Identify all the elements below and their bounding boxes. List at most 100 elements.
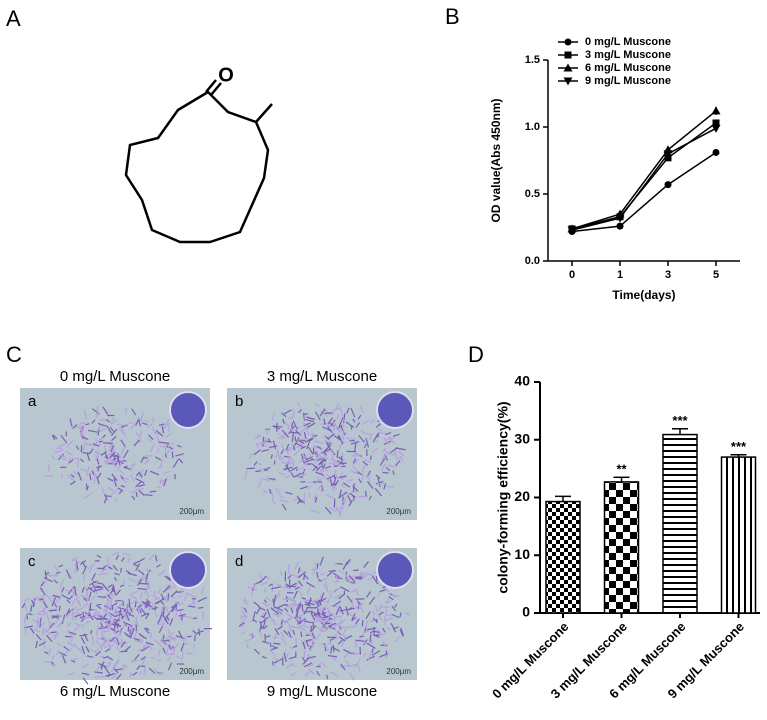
micrograph-letter: d — [235, 553, 243, 570]
cell — [50, 632, 56, 633]
cell — [340, 666, 349, 667]
bar — [722, 457, 756, 613]
legend-label: 3 mg/L Muscone — [585, 49, 671, 61]
cell — [182, 640, 187, 641]
y-tick-label: 30 — [514, 430, 530, 446]
y-tick-label: 0 — [522, 604, 530, 620]
marker — [713, 149, 720, 156]
panel-label: A — [6, 6, 21, 31]
significance: *** — [731, 439, 747, 454]
cell — [340, 508, 341, 516]
bar — [663, 435, 697, 613]
cell — [98, 597, 106, 598]
micrograph-caption: 0 mg/L Muscone — [60, 368, 170, 385]
cell — [356, 641, 357, 648]
y-tick-label: 1.5 — [525, 54, 540, 66]
series-line — [572, 128, 716, 230]
cell — [387, 486, 393, 487]
cell — [341, 456, 342, 463]
cell — [128, 586, 132, 587]
cell — [370, 634, 371, 642]
cell — [97, 618, 104, 619]
cell — [299, 439, 308, 440]
cell — [44, 476, 54, 477]
y-axis-title: OD value(Abs 450nm) — [489, 98, 503, 222]
series-line — [572, 111, 716, 229]
x-tick-label: 0 — [569, 269, 575, 281]
y-tick-label: 40 — [514, 373, 530, 389]
cell — [177, 596, 181, 597]
dish — [170, 392, 206, 428]
cell — [38, 601, 46, 602]
legend-label: 9 mg/L Muscone — [585, 75, 671, 87]
cell — [241, 608, 246, 609]
cell — [172, 452, 173, 458]
cell — [269, 479, 275, 480]
cell — [72, 610, 73, 620]
cell — [121, 568, 122, 573]
cell — [131, 661, 136, 662]
cell — [99, 441, 103, 442]
y-tick-label: 0.5 — [525, 188, 540, 200]
cell — [25, 624, 26, 634]
cell — [336, 563, 342, 564]
cell — [27, 614, 28, 619]
cell — [385, 615, 390, 616]
marker — [565, 39, 572, 46]
cell — [376, 576, 377, 581]
panel-label: C — [6, 342, 22, 367]
cell — [247, 644, 248, 648]
bar — [546, 502, 580, 613]
cell — [313, 435, 318, 436]
cell — [353, 570, 358, 571]
cell — [316, 455, 317, 464]
cell — [382, 472, 388, 473]
panel-label: B — [445, 4, 460, 29]
cell — [203, 612, 204, 620]
scale-label: 200μm — [386, 667, 411, 676]
cell — [306, 635, 310, 636]
cell — [173, 606, 174, 612]
marker — [712, 125, 721, 133]
molecule — [126, 80, 272, 242]
cell — [362, 620, 363, 626]
y-tick-label: 1.0 — [525, 121, 540, 133]
series-line — [572, 123, 716, 229]
cell — [270, 643, 271, 648]
cell — [274, 460, 275, 464]
x-tick-label: 1 — [617, 269, 623, 281]
cell — [308, 432, 309, 436]
cell — [165, 443, 166, 453]
cell — [145, 495, 153, 496]
cell — [115, 600, 121, 601]
dish — [377, 552, 413, 588]
dish — [377, 392, 413, 428]
cell — [292, 423, 293, 428]
cell — [281, 463, 290, 464]
cell — [288, 425, 289, 430]
cell — [100, 677, 104, 678]
cell — [329, 438, 330, 443]
y-tick-label: 10 — [514, 546, 530, 562]
cell — [194, 644, 195, 649]
cell — [363, 474, 364, 480]
legend-label: 0 mg/L Muscone — [585, 36, 671, 48]
micrograph-letter: c — [28, 553, 36, 570]
x-tick-label: 3 — [665, 269, 671, 281]
cell — [126, 408, 127, 415]
x-tick-label: 5 — [713, 269, 719, 281]
cell — [149, 606, 150, 611]
bar — [605, 482, 639, 613]
scale-label: 200μm — [179, 667, 204, 676]
cell — [109, 638, 110, 644]
panel-label: D — [468, 342, 484, 367]
cell — [168, 593, 169, 600]
cell — [324, 413, 333, 414]
cell — [97, 406, 98, 415]
cell — [289, 605, 298, 606]
scale-label: 200μm — [386, 507, 411, 516]
cell — [359, 636, 363, 637]
cell — [304, 493, 305, 501]
